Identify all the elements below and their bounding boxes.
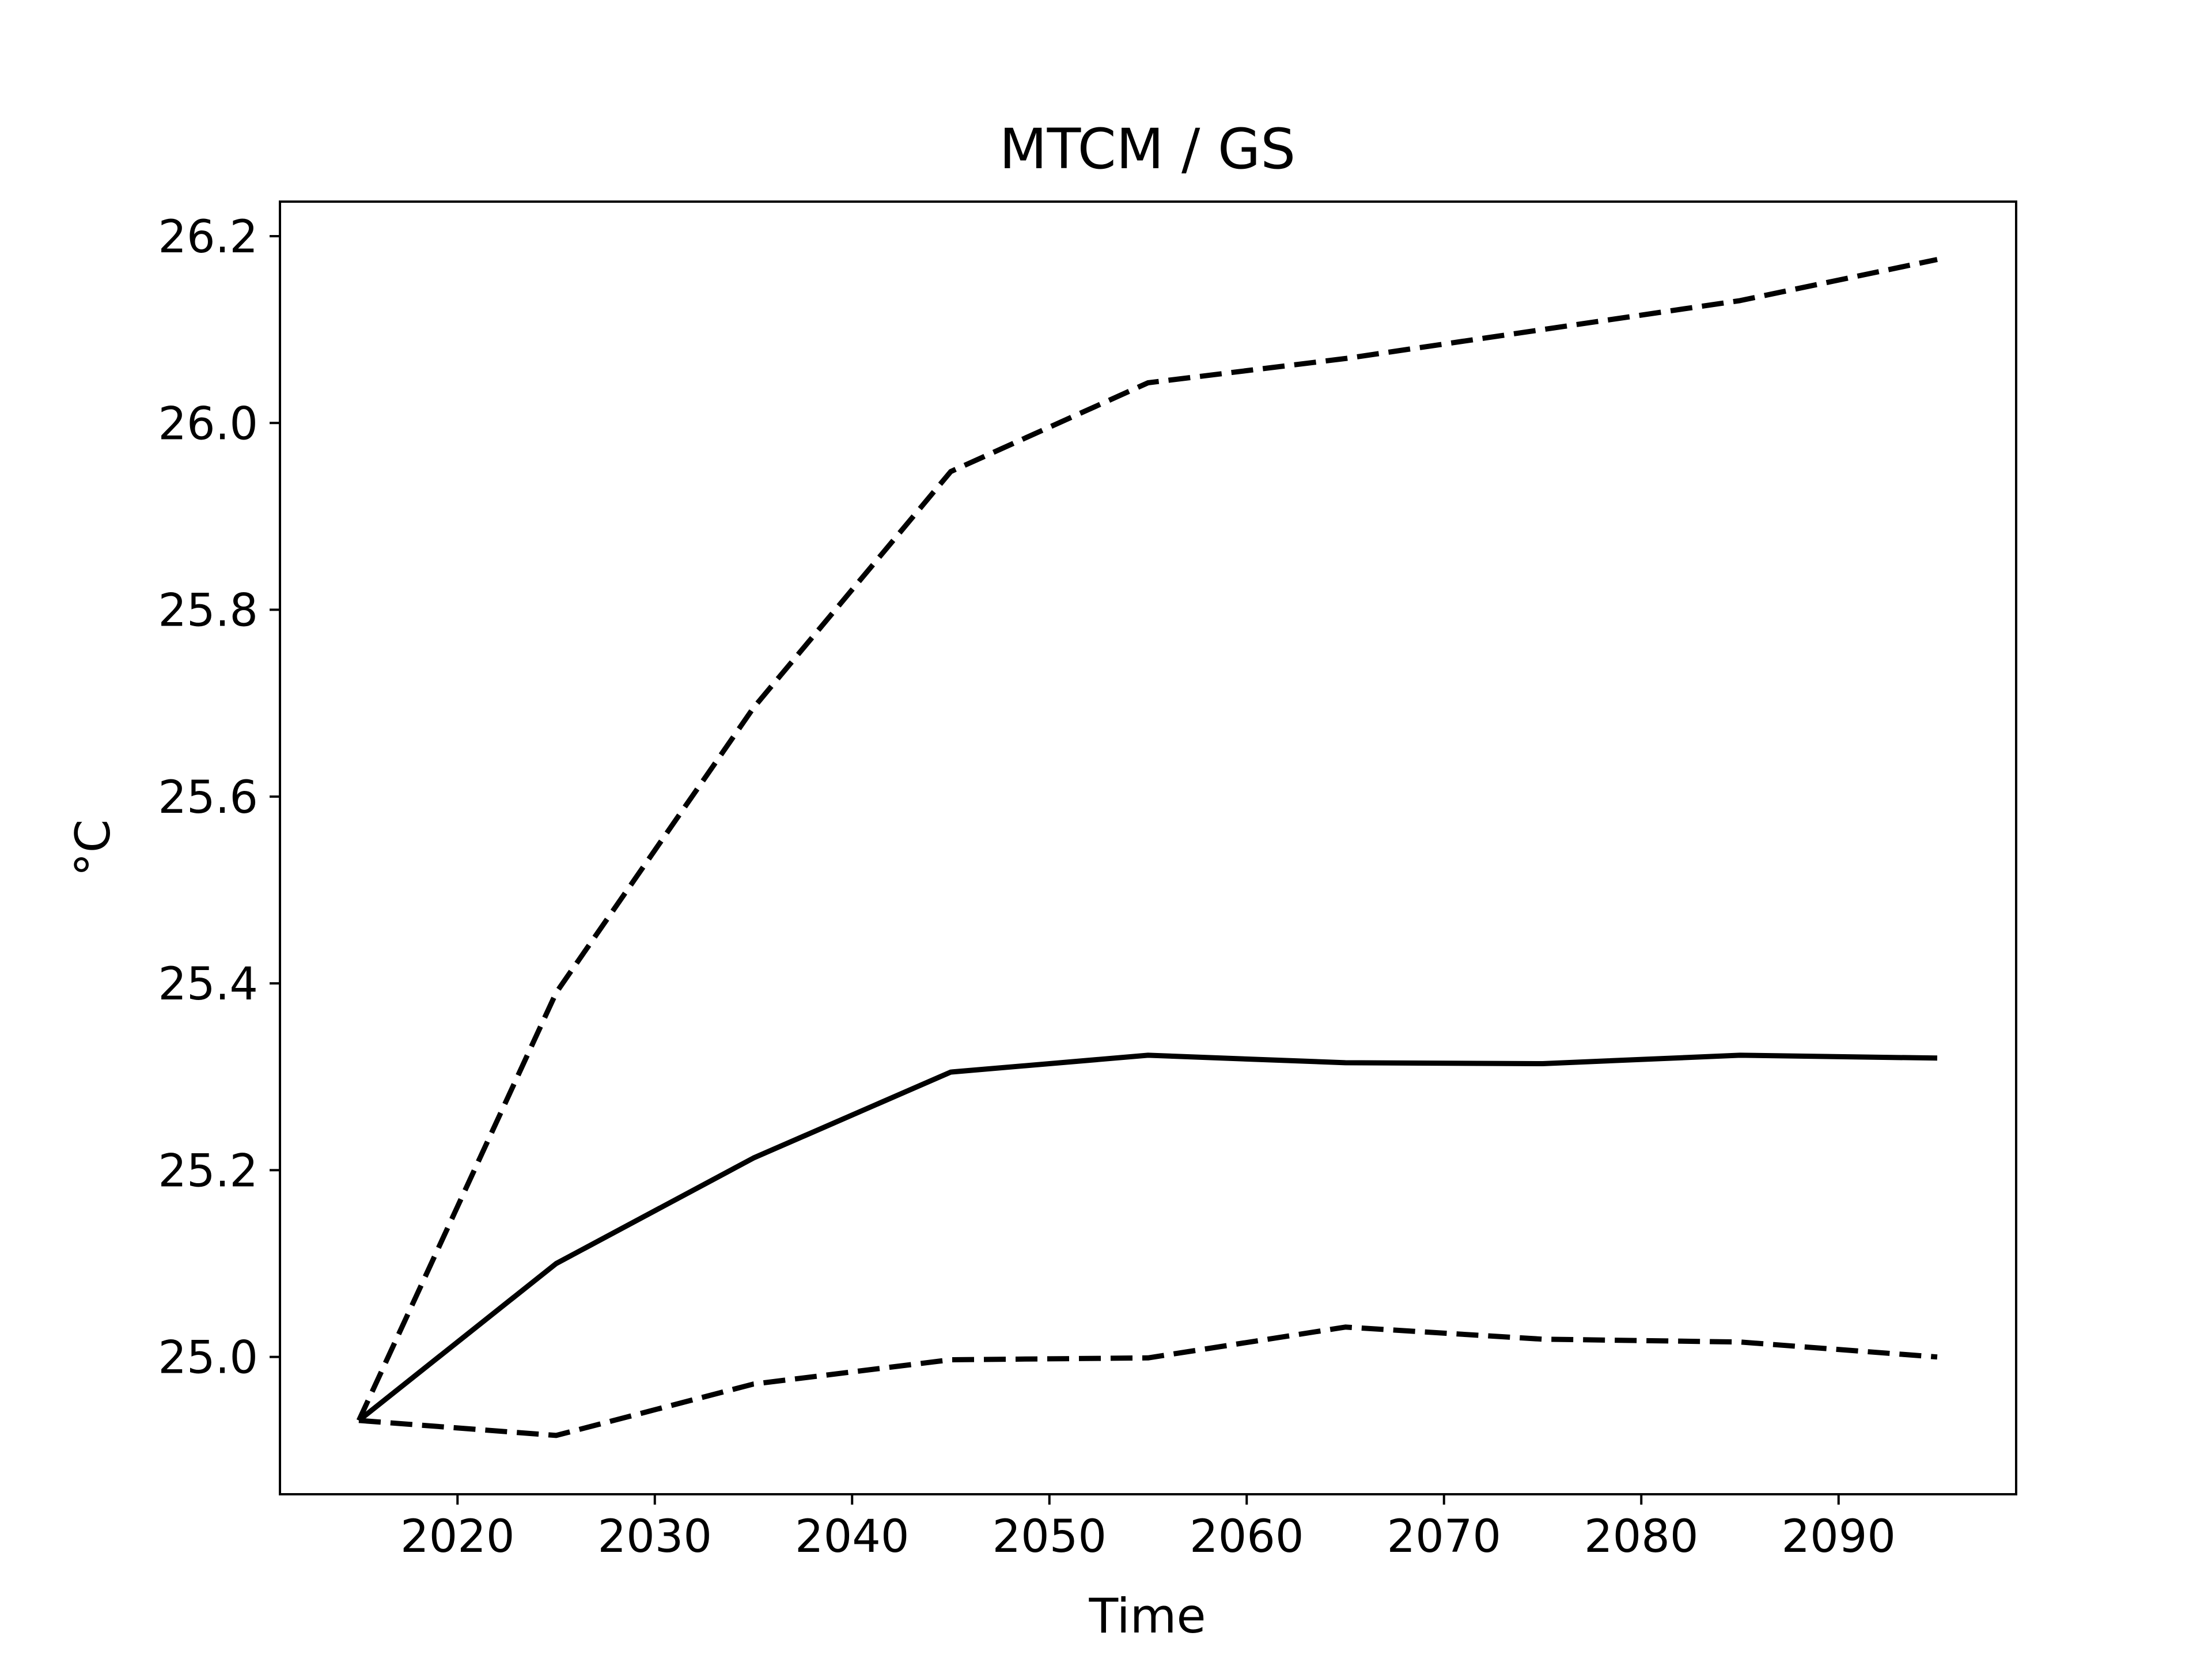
x-tick-label: 2020 (400, 1511, 515, 1563)
plot-frame (279, 200, 2017, 1495)
y-tick-label: 26.2 (158, 211, 258, 263)
series-line-0-dashed (356, 257, 1938, 1422)
x-tick-label: 2040 (795, 1511, 910, 1563)
x-axis: 2020 2030 2040 2050 2060 2070 2080 2090 (400, 1494, 1896, 1563)
x-tick-label: 2080 (1584, 1511, 1699, 1563)
x-axis-label: Time (1088, 1588, 1206, 1644)
x-tick-label: 2070 (1387, 1511, 1501, 1563)
y-tick-label: 25.8 (158, 585, 258, 637)
plot-series (356, 257, 1938, 1438)
y-axis: 25.0 25.2 25.4 25.6 25.8 26.0 26.2 (158, 211, 280, 1384)
series-line-2-dashed (358, 1324, 1938, 1438)
series-line-1-solid (357, 1052, 1938, 1423)
y-tick-label: 25.4 (158, 959, 258, 1010)
y-tick-label: 25.2 (158, 1145, 258, 1197)
x-tick-label: 2090 (1781, 1511, 1896, 1563)
y-axis-label: °C (65, 819, 121, 876)
y-tick-label: 26.0 (158, 398, 258, 450)
x-tick-label: 2050 (992, 1511, 1107, 1563)
y-tick-label: 25.6 (158, 772, 258, 824)
x-tick-label: 2060 (1190, 1511, 1304, 1563)
chart-title: MTCM / GS (999, 117, 1296, 181)
x-tick-label: 2030 (597, 1511, 712, 1563)
y-tick-label: 25.0 (158, 1332, 258, 1384)
